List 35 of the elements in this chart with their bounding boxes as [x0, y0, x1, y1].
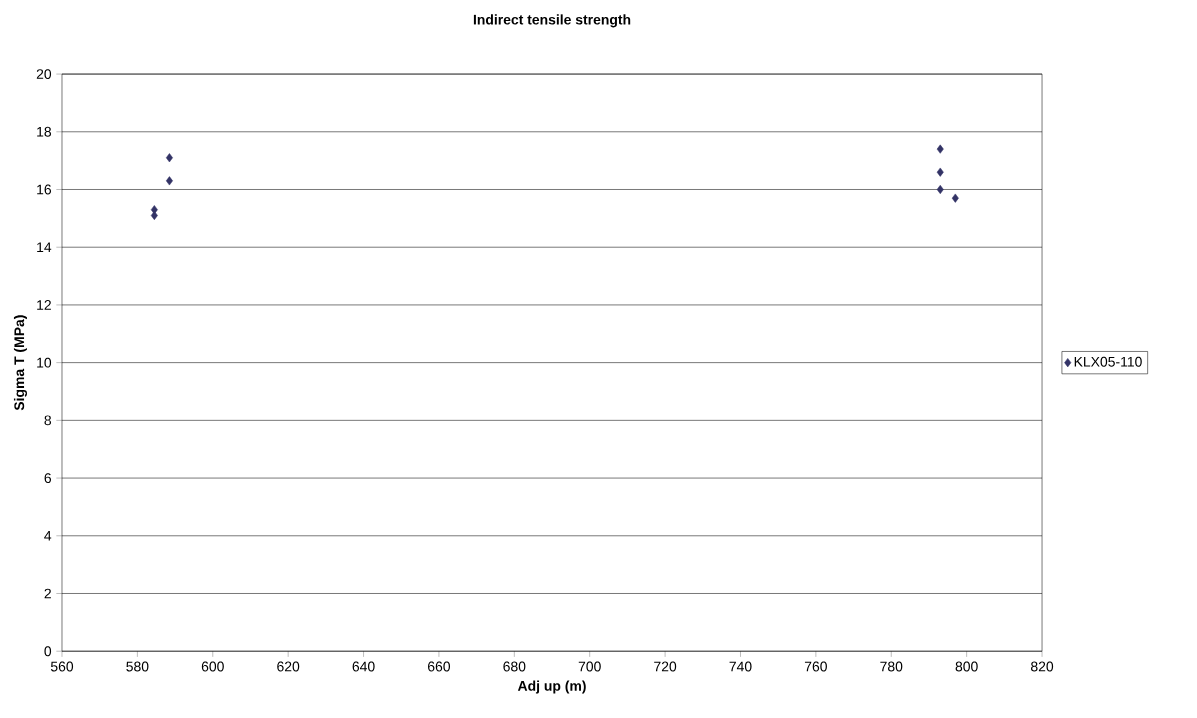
- x-tick-label: 600: [201, 661, 224, 672]
- point: [936, 167, 944, 177]
- point: [165, 153, 173, 163]
- y-tick-label: 4: [44, 530, 52, 541]
- x-tick-label: 680: [503, 661, 526, 672]
- y-tick-label: 20: [36, 69, 52, 79]
- legend-label: KLX05-110: [1074, 356, 1142, 367]
- y-tick-label: 10: [37, 357, 52, 368]
- y-tick-label: 18: [37, 126, 52, 137]
- x-tick-label: 740: [729, 661, 752, 672]
- x-tick-label: 560: [50, 661, 74, 672]
- y-tick-label: 14: [37, 242, 52, 252]
- y-tick-label: 8: [44, 415, 52, 426]
- x-tick-label: 660: [428, 661, 451, 672]
- point: [936, 144, 944, 154]
- x-tick-label: 720: [654, 661, 677, 672]
- y-tick-label: 2: [44, 588, 51, 599]
- y-tick-label: 12: [37, 300, 51, 310]
- x-tick-label: 620: [277, 661, 300, 672]
- x-tick-label: 820: [1031, 661, 1054, 672]
- x-tick-label: 760: [804, 661, 827, 672]
- y-tick-label: 6: [44, 473, 52, 483]
- y-tick-label: 0: [44, 646, 52, 657]
- x-tick-label: 580: [126, 661, 149, 672]
- y-tick-label: 16: [37, 184, 52, 195]
- x-axis-title: Adj up (m): [517, 680, 586, 694]
- x-tick-label: 780: [880, 661, 903, 672]
- chart-title: Indirect tensile strength: [473, 14, 631, 28]
- point: [936, 184, 944, 194]
- point: [951, 193, 959, 203]
- x-tick-label: 700: [578, 661, 601, 672]
- point: [165, 176, 173, 186]
- x-tick-label: 640: [352, 661, 375, 672]
- x-tick-label: 800: [955, 661, 978, 672]
- y-axis-title: Sigma T (MPa): [13, 315, 27, 411]
